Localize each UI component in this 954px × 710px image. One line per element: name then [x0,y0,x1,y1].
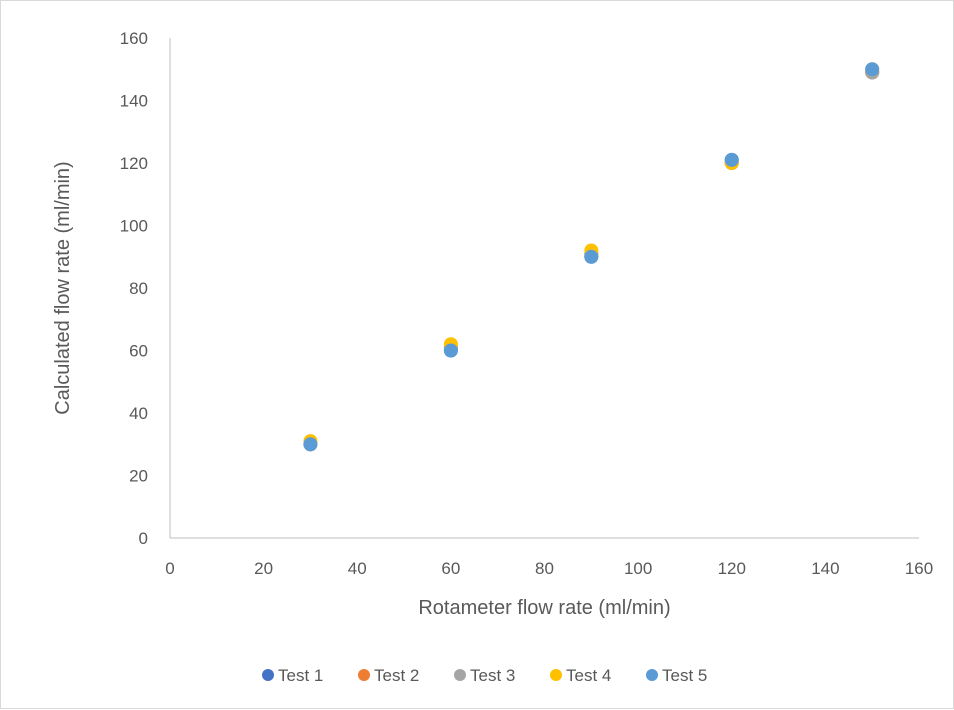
data-point [303,437,318,452]
legend-label: Test 3 [470,666,515,685]
y-tick-labels: 0 20 40 60 80 100 120 140 160 [120,29,148,548]
x-tick-label: 140 [811,559,839,578]
legend-label: Test 1 [278,666,323,685]
data-point [443,343,458,358]
axes [169,38,919,539]
legend-marker [454,669,466,681]
y-tick-label: 160 [120,29,148,48]
legend: Test 1 Test 2 Test 3 Test 4 Test 5 [262,666,707,685]
x-tick-label: 60 [441,559,460,578]
y-tick-label: 80 [129,279,148,298]
legend-marker [262,669,274,681]
x-tick-labels: 0 20 40 60 80 100 120 140 160 [165,559,933,578]
data-point [865,62,880,77]
data-points [303,62,880,452]
y-tick-label: 20 [129,467,148,486]
y-axis-title: Calculated flow rate (ml/min) [52,161,74,414]
y-tick-label: 0 [139,529,148,548]
legend-label: Test 2 [374,666,419,685]
x-tick-label: 160 [905,559,933,578]
data-point [724,152,739,167]
legend-label: Test 4 [566,666,611,685]
data-point [584,249,599,264]
x-axis-title: Rotameter flow rate (ml/min) [418,597,670,619]
x-tick-label: 20 [254,559,273,578]
y-tick-label: 120 [120,154,148,173]
legend-marker [550,669,562,681]
y-tick-label: 60 [129,342,148,361]
x-tick-label: 100 [624,559,652,578]
legend-label: Test 5 [662,666,707,685]
y-tick-label: 40 [129,404,148,423]
legend-marker [646,669,658,681]
x-tick-label: 120 [718,559,746,578]
y-tick-label: 140 [120,92,148,111]
x-tick-label: 0 [165,559,174,578]
x-tick-label: 40 [348,559,367,578]
y-tick-label: 100 [120,217,148,236]
x-tick-label: 80 [535,559,554,578]
legend-marker [358,669,370,681]
